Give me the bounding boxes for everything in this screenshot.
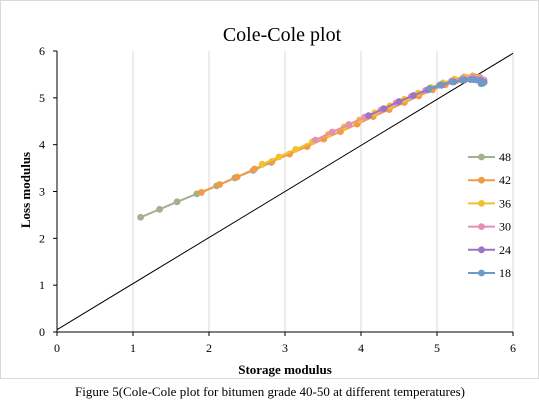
x-tick-label: 5	[434, 341, 440, 355]
data-point-48	[156, 205, 164, 213]
y-tick-label: 2	[39, 231, 45, 245]
legend-swatch-marker	[478, 269, 485, 277]
data-point-18	[477, 80, 485, 88]
legend-swatch-marker	[478, 246, 485, 254]
data-point-30	[312, 136, 319, 144]
y-tick-label: 3	[39, 185, 45, 199]
legend-label: 42	[499, 173, 511, 187]
data-point-18	[426, 85, 433, 92]
data-point-36	[258, 160, 266, 168]
legend-swatch-marker	[478, 200, 485, 207]
y-tick-label: 4	[39, 138, 45, 152]
data-point-48	[173, 198, 181, 206]
data-point-42	[251, 165, 258, 173]
y-tick-label: 1	[39, 278, 45, 292]
series-layer	[137, 72, 488, 221]
reference-line	[56, 52, 514, 331]
x-tick-label: 4	[358, 341, 364, 355]
data-point-36	[292, 145, 300, 153]
y-tick-label: 6	[39, 44, 45, 58]
legend-label: 36	[499, 196, 511, 210]
y-tick-label: 5	[39, 91, 45, 105]
x-tick-label: 0	[54, 341, 60, 355]
data-point-18	[437, 81, 445, 89]
data-point-42	[198, 189, 205, 196]
legend-label: 24	[499, 243, 511, 257]
data-point-24	[410, 92, 417, 99]
legend-item-24: 24	[468, 243, 511, 257]
axes	[53, 50, 514, 336]
figure-caption: Figure 5(Cole-Cole plot for bitumen grad…	[75, 384, 465, 399]
legend-swatch-marker	[478, 153, 485, 161]
data-point-48	[137, 213, 145, 221]
legend-item-48: 48	[468, 150, 511, 164]
data-point-30	[328, 128, 336, 136]
series-18	[426, 76, 487, 92]
chart-area-border	[0, 0, 539, 379]
data-point-18	[467, 76, 474, 83]
data-point-24	[365, 112, 372, 120]
data-point-42	[233, 173, 241, 181]
y-tick-label: 0	[39, 325, 45, 339]
data-point-24	[380, 105, 388, 113]
legend-label: 18	[499, 266, 511, 280]
data-point-24	[395, 98, 403, 105]
chart-title: Cole-Cole plot	[223, 24, 342, 46]
y-axis-title: Loss modulus	[18, 152, 33, 228]
data-point-18	[458, 76, 466, 84]
data-point-30	[345, 121, 353, 128]
legend-label: 30	[499, 220, 511, 234]
data-point-36	[275, 153, 283, 161]
x-tick-label: 3	[282, 341, 288, 355]
legend: 48 42 36 30 24 18	[468, 150, 511, 280]
x-tick-label: 1	[130, 341, 136, 355]
x-tick-label: 6	[510, 341, 516, 355]
x-axis-title: Storage modulus	[238, 362, 332, 377]
legend-item-36: 36	[468, 196, 511, 210]
tick-labels: 0 1 2 3 4 5 6 0 1 2 3 4 5 6	[39, 44, 516, 355]
data-point-42	[216, 181, 224, 188]
legend-item-42: 42	[468, 173, 511, 187]
legend-swatch-marker	[478, 176, 485, 184]
legend-item-18: 18	[468, 266, 511, 280]
legend-swatch-marker	[478, 223, 485, 231]
x-tick-label: 2	[206, 341, 212, 355]
legend-label: 48	[499, 150, 511, 164]
legend-item-30: 30	[468, 220, 511, 234]
data-point-18	[448, 78, 456, 86]
